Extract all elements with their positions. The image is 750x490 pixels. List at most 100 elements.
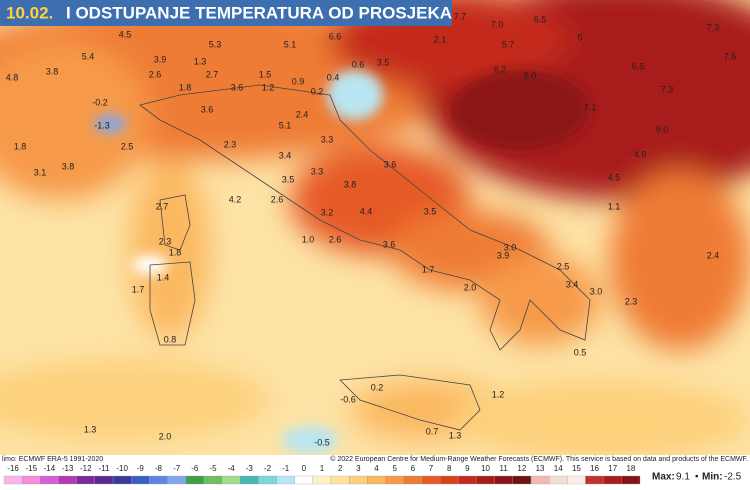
colorbar-tick-label: 16 xyxy=(590,464,599,473)
map-label: 2.3 xyxy=(224,139,237,149)
colorbar-tick-label: -8 xyxy=(155,464,163,473)
colorbar-tick-label: 6 xyxy=(411,464,416,473)
map-label: 0.2 xyxy=(311,86,324,96)
map-label: 6.0 xyxy=(524,70,537,80)
map-label: 3.3 xyxy=(311,166,324,176)
map-label: 2.0 xyxy=(159,431,172,441)
map-label: 4.9 xyxy=(634,149,647,159)
colorbar-tick-label: 11 xyxy=(500,464,509,473)
colorbar-tick-label: 7 xyxy=(429,464,434,473)
map-label: 4.5 xyxy=(119,29,132,39)
colorbar-tick-label: -4 xyxy=(228,464,236,473)
colorbar-cell xyxy=(112,475,132,485)
map-label: 2.4 xyxy=(707,250,720,260)
colorbar-cell xyxy=(203,475,223,485)
map-label: -0.2 xyxy=(92,97,108,107)
map-label: 1.8 xyxy=(14,141,27,151)
map-background xyxy=(0,0,750,460)
map-label: 1.8 xyxy=(179,82,192,92)
colorbar-tick-label: 1 xyxy=(320,464,325,473)
map-label: 5.4 xyxy=(82,51,95,61)
colorbar-cell xyxy=(167,475,186,485)
colorbar-tick-label: 15 xyxy=(572,464,581,473)
map-label: 0.2 xyxy=(371,382,384,392)
map-label: 3.6 xyxy=(231,82,244,92)
map-label: 3.8 xyxy=(344,179,357,189)
map-label: 0.9 xyxy=(292,76,305,86)
colorbar-tick-label: -10 xyxy=(116,464,128,473)
map-label: 7.7 xyxy=(454,11,467,21)
colorbar-cell xyxy=(3,475,23,485)
map-label: 3.1 xyxy=(34,167,47,177)
colorbar-cell xyxy=(185,475,205,485)
summary-text: Min: xyxy=(702,472,723,483)
colorbar-cell xyxy=(94,475,114,485)
colorbar-tick-label: -12 xyxy=(80,464,92,473)
colorbar-cell xyxy=(494,475,513,485)
colorbar-cell xyxy=(476,475,495,485)
title-date: 10.02. xyxy=(6,3,53,22)
map-label: 2.7 xyxy=(156,201,169,211)
source: limo: ECMWF ERA-5 1991-2020 xyxy=(2,456,103,463)
colorbar-cell xyxy=(349,475,368,485)
map-label: 6.2 xyxy=(494,64,507,74)
colorbar-tick-label: 10 xyxy=(481,464,490,473)
colorbar-tick-label: 8 xyxy=(447,464,452,473)
colorbar-tick-label: 14 xyxy=(554,464,563,473)
map-label: 0.5 xyxy=(574,347,587,357)
map-label: 3.0 xyxy=(590,286,603,296)
map-label: 7.6 xyxy=(724,51,737,61)
copyright: © 2022 European Centre for Medium-Range … xyxy=(330,455,748,463)
map-label: 2.6 xyxy=(271,194,284,204)
colorbar-cell xyxy=(585,475,604,485)
colorbar-cell xyxy=(385,475,404,485)
footer-bg xyxy=(0,455,750,490)
map-label: 2.1 xyxy=(434,34,447,44)
map-label: 1.2 xyxy=(262,82,275,92)
colorbar-tick-label: 4 xyxy=(374,464,379,473)
summary: Max: 9.1 • Min: -2.5 xyxy=(652,472,742,483)
colorbar-cell xyxy=(258,475,277,485)
colorbar-cell xyxy=(567,475,586,485)
map-label: 5.7 xyxy=(502,39,515,49)
colorbar-tick-label: -6 xyxy=(191,464,199,473)
colorbar-cell xyxy=(421,475,441,485)
colorbar-cell xyxy=(22,475,41,485)
colorbar-tick-label: -13 xyxy=(62,464,74,473)
title: I ODSTUPANJE TEMPERATURA OD PROSJEKA xyxy=(66,3,452,22)
map-label: 2.6 xyxy=(329,234,342,244)
colorbar-cell xyxy=(367,475,386,485)
map-label: 1.3 xyxy=(449,430,462,440)
map-label: -1.3 xyxy=(94,120,110,130)
map-label: 3.6 xyxy=(383,239,396,249)
map-label: 2.7 xyxy=(206,69,219,79)
map-label: 1.1 xyxy=(608,201,621,211)
map-label: 1.0 xyxy=(302,234,315,244)
colorbar-tick-label: -2 xyxy=(264,464,272,473)
summary-text: -2.5 xyxy=(724,472,742,483)
colorbar-cell xyxy=(312,475,332,485)
map-label: 6.5 xyxy=(534,14,547,24)
colorbar-cell xyxy=(403,475,423,485)
colorbar-cell xyxy=(530,475,550,485)
map-label: 5 xyxy=(577,32,582,42)
map-label: 7.0 xyxy=(491,19,504,29)
colorbar-tick-label: 5 xyxy=(392,464,397,473)
colorbar-cell xyxy=(131,475,150,485)
colorbar-cell xyxy=(221,475,241,485)
map-label: 1.3 xyxy=(84,424,97,434)
map-label: 4.4 xyxy=(360,206,373,216)
map-label: 1.7 xyxy=(422,264,435,274)
colorbar-tick-label: 17 xyxy=(608,464,617,473)
map-label: 2.0 xyxy=(464,282,477,292)
map-label: 3.6 xyxy=(201,104,214,114)
colorbar-cell xyxy=(512,475,532,485)
map-label: 0.8 xyxy=(164,334,177,344)
map-label: 3.9 xyxy=(497,250,510,260)
colorbar-cell xyxy=(240,475,259,485)
map-label: 1.7 xyxy=(132,284,145,294)
map-label: 1.4 xyxy=(157,272,170,282)
map-label: 3.0 xyxy=(504,242,517,252)
